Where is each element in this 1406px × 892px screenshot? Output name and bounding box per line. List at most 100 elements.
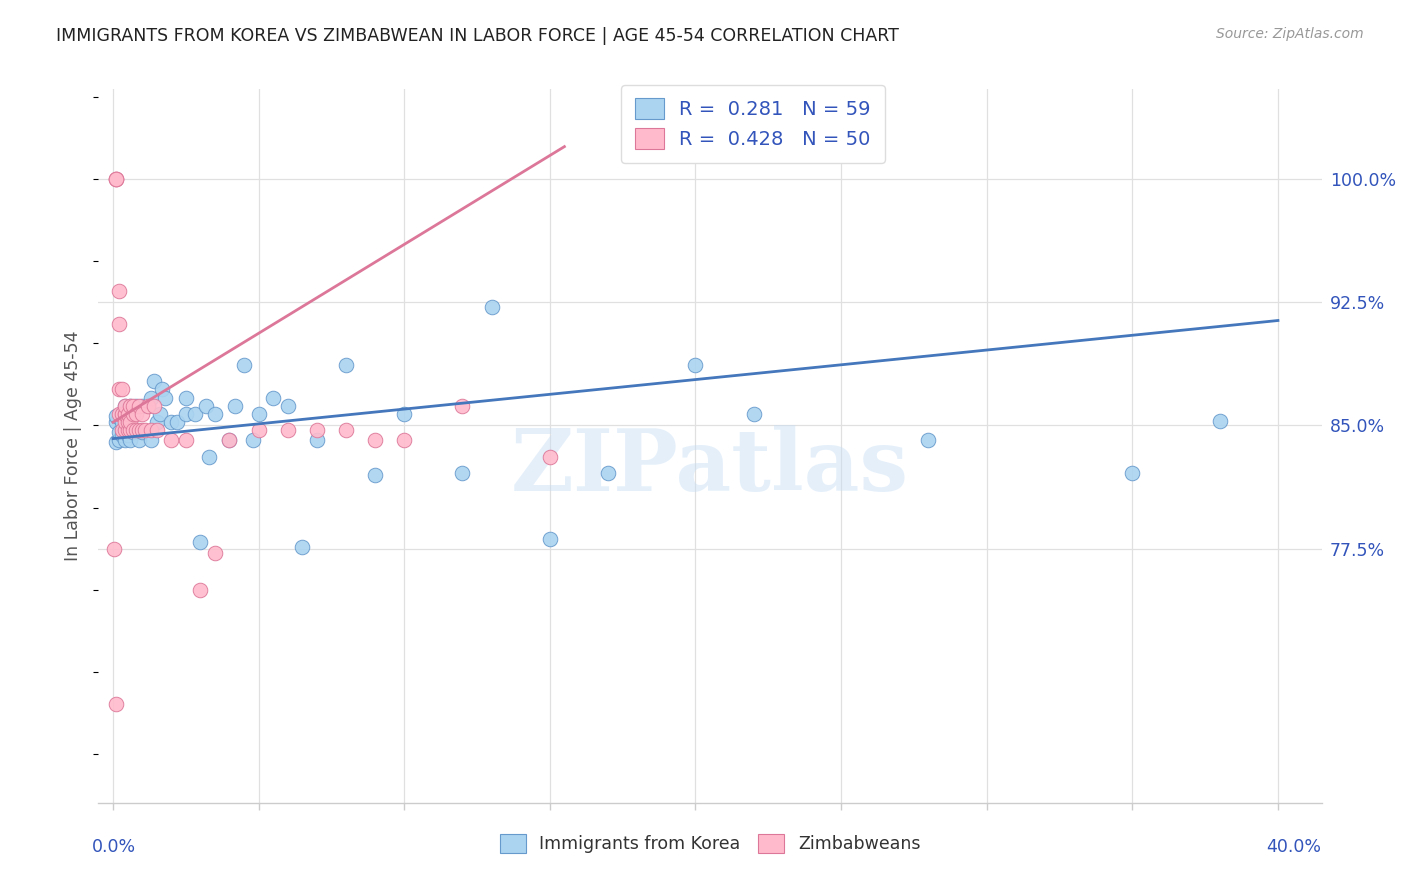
Point [481, 301, 503, 315]
Point [128, 424, 150, 438]
Point [149, 407, 172, 421]
Point [125, 407, 148, 421]
Point [183, 407, 205, 421]
Point [247, 424, 270, 438]
Point [131, 425, 153, 439]
Text: IMMIGRANTS FROM KOREA VS ZIMBABWEAN IN LABOR FORCE | AGE 45-54 CORRELATION CHART: IMMIGRANTS FROM KOREA VS ZIMBABWEAN IN L… [56, 27, 898, 45]
Point [131, 407, 153, 421]
Point [125, 399, 148, 413]
Point [131, 399, 153, 413]
Point [136, 399, 159, 413]
Point [114, 424, 136, 438]
Text: Source: ZipAtlas.com: Source: ZipAtlas.com [1216, 27, 1364, 41]
Point [394, 407, 416, 421]
Point [103, 541, 125, 556]
Point [685, 358, 707, 372]
Point [114, 407, 136, 421]
Point [120, 424, 142, 438]
Point [277, 399, 299, 413]
Point [198, 450, 221, 464]
Point [142, 374, 165, 388]
Point [104, 434, 127, 449]
Point [104, 172, 127, 186]
Point [188, 535, 212, 549]
Point [117, 407, 139, 421]
Point [1121, 466, 1143, 480]
Point [218, 434, 240, 448]
Point [108, 284, 131, 298]
Point [131, 424, 153, 438]
Point [1208, 413, 1232, 427]
Point [155, 391, 177, 405]
Point [117, 415, 139, 429]
Point [111, 407, 134, 421]
Point [142, 399, 165, 413]
Point [104, 409, 127, 423]
Point [125, 424, 148, 438]
Point [120, 415, 142, 429]
Point [364, 467, 387, 482]
Point [335, 358, 357, 372]
Point [114, 399, 136, 413]
Point [451, 466, 474, 480]
Point [174, 434, 197, 448]
Point [335, 424, 357, 438]
Legend: Immigrants from Korea, Zimbabweans: Immigrants from Korea, Zimbabweans [488, 822, 932, 865]
Point [262, 391, 284, 405]
Point [394, 434, 416, 448]
Point [538, 532, 561, 546]
Point [160, 415, 183, 429]
Point [117, 407, 139, 421]
Point [111, 424, 134, 438]
Point [139, 434, 162, 448]
Point [242, 434, 264, 448]
Point [117, 424, 139, 438]
Point [277, 424, 299, 438]
Point [451, 399, 474, 413]
Text: ZIPatlas: ZIPatlas [510, 425, 910, 509]
Point [104, 172, 127, 186]
Point [108, 434, 131, 448]
Point [108, 383, 131, 397]
Point [128, 399, 150, 413]
Point [204, 546, 226, 560]
Point [111, 383, 134, 397]
Point [538, 450, 561, 464]
Point [233, 358, 256, 372]
Point [114, 399, 136, 413]
Point [136, 399, 159, 413]
Point [122, 424, 145, 438]
Y-axis label: In Labor Force | Age 45-54: In Labor Force | Age 45-54 [65, 331, 83, 561]
Point [117, 428, 139, 442]
Point [134, 424, 156, 438]
Point [742, 407, 765, 421]
Point [111, 415, 134, 429]
Point [108, 425, 131, 439]
Point [120, 434, 142, 448]
Point [114, 434, 136, 448]
Point [122, 425, 145, 439]
Point [174, 407, 197, 421]
Point [104, 415, 127, 429]
Point [305, 434, 328, 448]
Point [174, 391, 197, 405]
Point [108, 407, 131, 421]
Point [195, 399, 218, 413]
Point [128, 434, 150, 448]
Point [122, 407, 145, 421]
Point [104, 172, 127, 186]
Text: 40.0%: 40.0% [1267, 838, 1322, 856]
Point [291, 540, 314, 554]
Text: 0.0%: 0.0% [93, 838, 136, 856]
Point [166, 415, 188, 429]
Point [139, 424, 162, 438]
Point [160, 434, 183, 448]
Point [188, 582, 212, 597]
Point [305, 424, 328, 438]
Point [204, 407, 226, 421]
Point [364, 434, 387, 448]
Point [139, 391, 162, 405]
Point [122, 399, 145, 413]
Point [152, 383, 174, 397]
Point [114, 415, 136, 429]
